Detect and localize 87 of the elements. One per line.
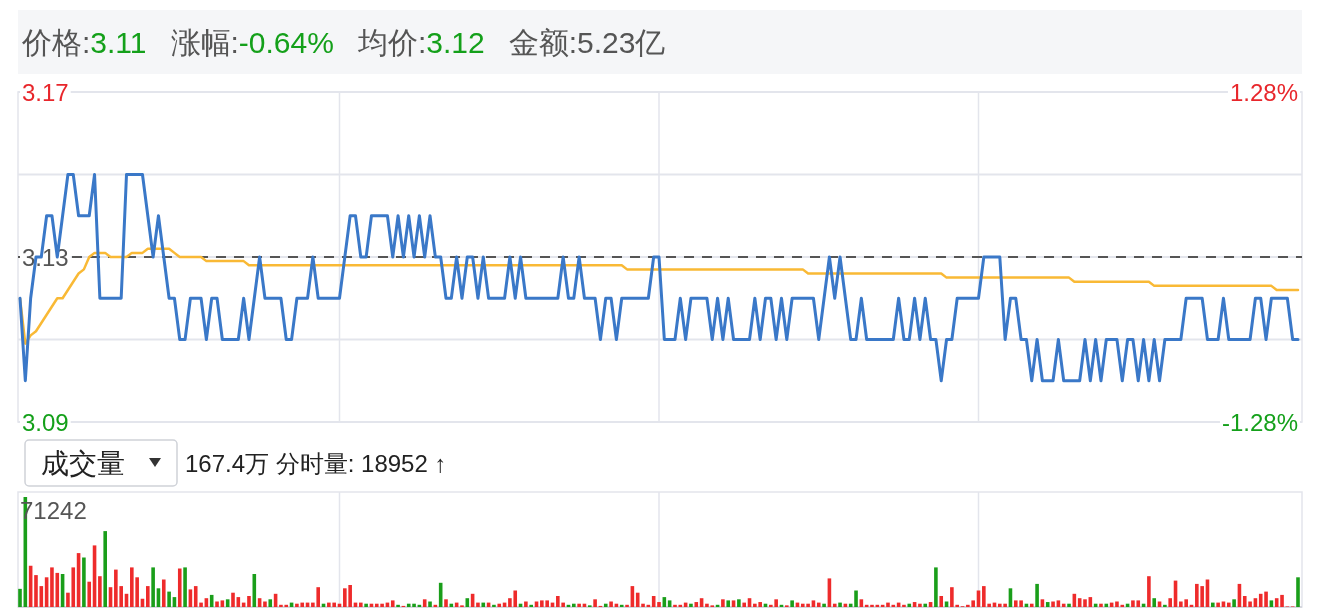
text: 167.4万 分时量: 18952 ↑ <box>185 449 447 477</box>
bar <box>609 601 613 607</box>
bar <box>428 601 432 607</box>
line-series <box>18 173 1300 383</box>
bar <box>34 575 38 607</box>
bar <box>619 604 624 607</box>
y2-tick-label: -1.28% <box>1221 408 1298 436</box>
bar <box>1211 602 1215 607</box>
text: 均价:3.12 <box>356 25 485 59</box>
text: 涨幅:-0.64% <box>170 25 334 59</box>
bar <box>1099 603 1103 607</box>
bar <box>183 567 187 607</box>
bar <box>1051 601 1055 607</box>
bar <box>902 604 906 607</box>
bar <box>1035 583 1039 607</box>
bar <box>1152 598 1157 607</box>
bar <box>726 600 731 607</box>
bar <box>247 596 251 607</box>
bar <box>1296 577 1300 607</box>
bar <box>1045 602 1050 607</box>
bar <box>625 604 629 607</box>
bar <box>832 603 837 607</box>
bar <box>18 588 22 607</box>
bar <box>1147 576 1151 607</box>
bar <box>263 601 267 607</box>
bar <box>209 594 214 607</box>
bar <box>167 591 171 607</box>
bar <box>886 602 890 607</box>
bar <box>98 576 102 607</box>
bar <box>721 599 725 607</box>
bar <box>1216 602 1220 607</box>
bar <box>87 581 92 607</box>
bar <box>1232 599 1236 607</box>
bar <box>923 603 928 607</box>
bar <box>603 603 608 607</box>
bar <box>790 600 794 607</box>
bar <box>103 531 107 607</box>
chart-title: 成交量 <box>41 447 125 479</box>
bar <box>816 602 821 607</box>
bar <box>396 604 400 607</box>
bar <box>673 604 677 607</box>
bar <box>1067 603 1071 607</box>
bar <box>838 602 842 607</box>
bar <box>918 603 922 607</box>
bar <box>215 601 219 607</box>
bar <box>497 603 502 607</box>
bar <box>444 599 448 607</box>
bar <box>492 604 496 607</box>
y-tick-label: 3.17 <box>22 78 69 106</box>
bar <box>359 602 363 607</box>
bar <box>577 603 581 607</box>
text: 金额:5.23亿 <box>508 25 666 59</box>
bar <box>822 603 826 607</box>
bar <box>1168 598 1172 607</box>
bar <box>934 567 938 607</box>
bar <box>742 602 746 607</box>
bar <box>481 602 486 607</box>
bar <box>1029 603 1034 607</box>
bar <box>364 603 368 607</box>
bar <box>146 586 150 607</box>
bar <box>151 567 155 607</box>
bar <box>1083 599 1087 607</box>
bar <box>422 599 427 607</box>
bar <box>476 602 480 607</box>
y2-tick-label: 1.28% <box>1229 78 1298 106</box>
y-tick-label: 3.09 <box>22 408 69 436</box>
bar <box>870 604 874 607</box>
bar <box>529 604 533 607</box>
bar <box>657 602 661 607</box>
bar <box>694 602 699 607</box>
bar <box>939 596 944 607</box>
bar <box>524 601 528 607</box>
bar <box>161 579 166 607</box>
bar <box>1226 602 1231 607</box>
bar <box>390 600 395 607</box>
bar <box>1061 603 1066 607</box>
text: 价格:3.11 <box>21 25 147 59</box>
bar <box>1163 604 1167 607</box>
bar <box>572 603 576 607</box>
bar <box>689 603 693 607</box>
bar <box>268 599 273 607</box>
bar <box>907 603 912 607</box>
bar <box>737 599 741 607</box>
bar <box>177 568 182 607</box>
bar <box>82 557 86 607</box>
bar <box>231 592 235 607</box>
bar <box>593 599 597 607</box>
